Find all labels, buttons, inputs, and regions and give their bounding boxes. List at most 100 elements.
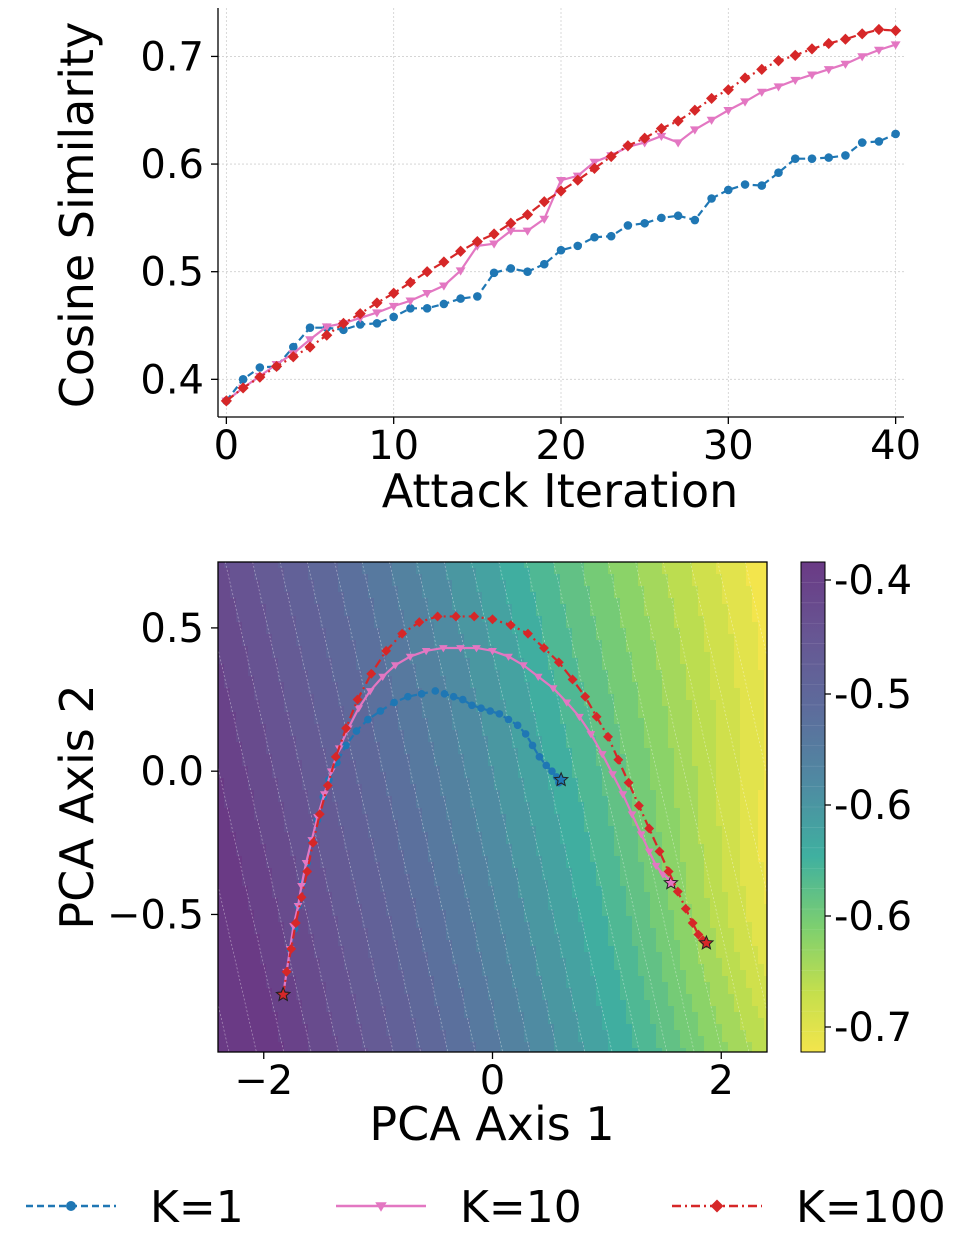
contour-cell (338, 1030, 345, 1037)
contour-cell (272, 772, 279, 779)
contour-cell (512, 700, 519, 707)
contour-cell (518, 1042, 525, 1049)
contour-cell (296, 598, 303, 605)
contour-cell (296, 718, 303, 725)
contour-cell (380, 748, 387, 755)
contour-cell (416, 634, 423, 641)
contour-cell (542, 724, 549, 731)
contour-cell (464, 646, 471, 653)
contour-cell (464, 652, 471, 659)
contour-cell (218, 790, 225, 797)
contour-cell (416, 898, 423, 905)
contour-cell (404, 970, 411, 977)
contour-cell (260, 886, 267, 893)
contour-cell (380, 622, 387, 629)
contour-cell (506, 634, 513, 641)
contour-cell (284, 1006, 291, 1013)
series-point-k100 (371, 297, 383, 309)
contour-cell (260, 982, 267, 989)
contour-cell (530, 610, 537, 617)
contour-cell (374, 856, 381, 863)
contour-cell (308, 934, 315, 941)
contour-cell (314, 592, 321, 599)
contour-cell (452, 622, 459, 629)
contour-cell (536, 910, 543, 917)
contour-cell (314, 712, 321, 719)
contour-cell (530, 688, 537, 695)
contour-cell (338, 952, 345, 959)
contour-cell (494, 802, 501, 809)
contour-cell (494, 958, 501, 965)
contour-cell (470, 880, 477, 887)
contour-cell (266, 652, 273, 659)
contour-cell (392, 652, 399, 659)
contour-cell (512, 652, 519, 659)
contour-cell (500, 1030, 507, 1037)
contour-cell (290, 652, 297, 659)
contour-cell (410, 880, 417, 887)
contour-cell (230, 1000, 237, 1007)
contour-cell (296, 616, 303, 623)
contour-cell (440, 724, 447, 731)
contour-cell (542, 634, 549, 641)
contour-cell (356, 874, 363, 881)
contour-cell (266, 1000, 273, 1007)
contour-cell (332, 616, 339, 623)
contour-cell (458, 796, 465, 803)
contour-cell (248, 772, 255, 779)
contour-cell (518, 676, 525, 683)
contour-cell (518, 724, 525, 731)
contour-cell (338, 718, 345, 725)
contour-cell (326, 880, 333, 887)
contour-cell (482, 994, 489, 1001)
contour-cell (308, 724, 315, 731)
contour-cell (536, 598, 543, 605)
contour-cell (338, 700, 345, 707)
contour-cell (248, 982, 255, 989)
contour-cell (242, 862, 249, 869)
contour-cell (254, 592, 261, 599)
contour-cell (332, 802, 339, 809)
contour-cell (482, 976, 489, 983)
contour-cell (530, 898, 537, 905)
contour-cell (350, 988, 357, 995)
contour-cell (500, 910, 507, 917)
contour-cell (392, 850, 399, 857)
contour-cell (506, 790, 513, 797)
contour-cell (512, 736, 519, 743)
contour-cell (356, 664, 363, 671)
contour-cell (254, 868, 261, 875)
contour-cell (536, 562, 543, 569)
contour-cell (254, 604, 261, 611)
contour-cell (224, 1006, 231, 1013)
contour-cell (464, 712, 471, 719)
contour-cell (536, 964, 543, 971)
contour-cell (464, 766, 471, 773)
contour-cell (344, 568, 351, 575)
contour-cell (296, 676, 303, 683)
contour-cell (458, 880, 465, 887)
contour-cell (218, 886, 225, 893)
contour-cell (374, 922, 381, 929)
contour-cell (290, 1006, 297, 1013)
contour-cell (290, 820, 297, 827)
contour-cell (548, 802, 555, 809)
contour-cell (500, 1006, 507, 1013)
contour-cell (272, 814, 279, 821)
contour-cell (554, 766, 561, 773)
contour-cell (338, 694, 345, 701)
contour-cell (518, 604, 525, 611)
contour-cell (230, 682, 237, 689)
contour-cell (566, 1000, 573, 1007)
contour-cell (470, 832, 477, 839)
contour-cell (326, 850, 333, 857)
contour-cell (278, 580, 285, 587)
contour-cell (458, 910, 465, 917)
contour-cell (446, 574, 453, 581)
contour-cell (368, 814, 375, 821)
contour-cell (566, 592, 573, 599)
contour-cell (554, 946, 561, 953)
contour-cell (416, 1000, 423, 1007)
contour-cell (518, 568, 525, 575)
contour-cell (254, 916, 261, 923)
